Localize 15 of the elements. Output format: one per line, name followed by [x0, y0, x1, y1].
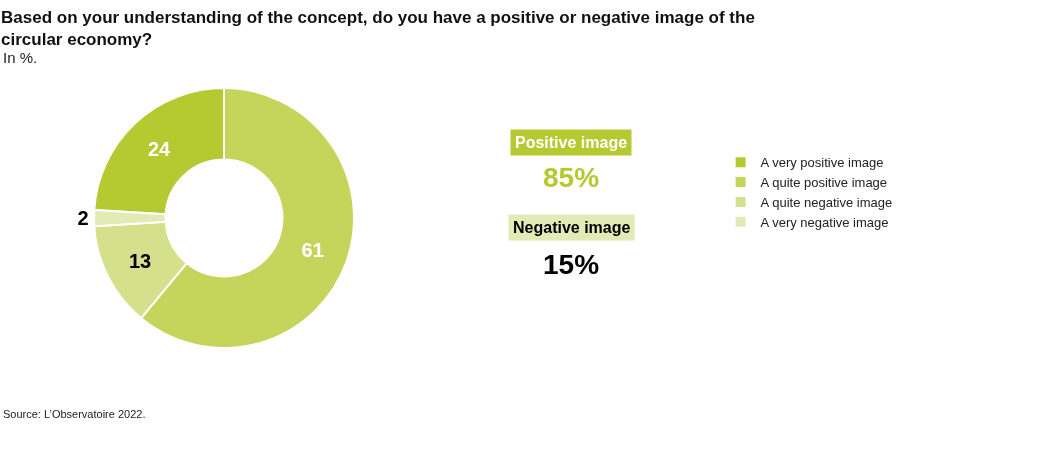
text: 85% [543, 162, 600, 193]
data-label: 24 [147, 138, 172, 161]
legend-label: A quite negative image [760, 195, 893, 211]
text: Positive image [515, 134, 628, 151]
legend-label: A very negative image [760, 214, 889, 230]
text: Negative image [513, 219, 631, 236]
source-note: Source: L’Observatoire 2022. [3, 408, 146, 420]
data-label: 61 [301, 238, 324, 261]
data-label: 13 [128, 249, 152, 272]
text: 15% [543, 249, 600, 280]
data-label: 2 [77, 207, 89, 230]
chart-title: Based on your understanding of the concept, do you have a positive or negative image of the circular economy? [1, 8, 755, 50]
legend-label: A quite positive image [760, 175, 888, 191]
chart-subtitle: In %. [3, 49, 38, 66]
legend-label: A very positive image [760, 155, 884, 171]
